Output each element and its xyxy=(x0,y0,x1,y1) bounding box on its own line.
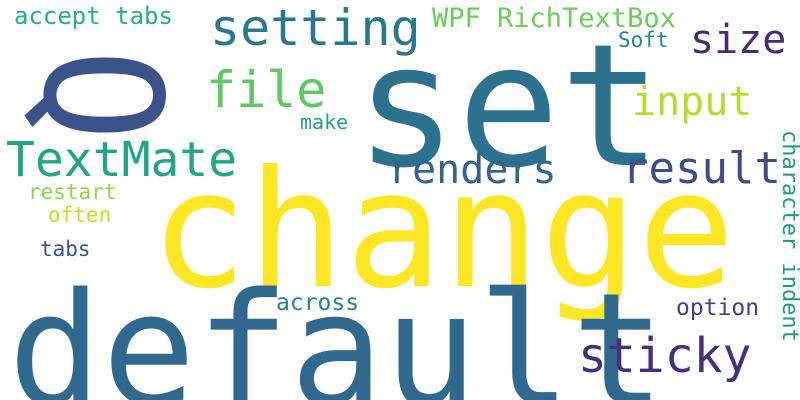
word-sticky: sticky xyxy=(578,328,752,384)
word-wpf-richtextbox: WPF RichTextBox xyxy=(432,3,676,34)
word-make: make xyxy=(300,110,349,134)
word-setting: setting xyxy=(210,0,421,57)
word-across: across xyxy=(276,290,360,316)
word-size: size xyxy=(690,17,787,63)
word-change: change xyxy=(150,137,736,325)
word-soft: Soft xyxy=(618,28,669,52)
word-input: input xyxy=(632,79,753,125)
word-set: set xyxy=(355,8,663,206)
word-character-indent: character indent xyxy=(777,130,800,342)
word-restart: restart xyxy=(28,180,117,204)
word-often: often xyxy=(48,203,112,227)
word-textmate: TextMate xyxy=(6,132,238,188)
word-result: result xyxy=(622,143,781,194)
word-option: option xyxy=(676,295,760,321)
word-accept-tabs: accept tabs xyxy=(14,2,173,30)
word-renders: renders xyxy=(388,147,557,193)
word-tabs: tabs xyxy=(40,237,91,261)
word-default: default xyxy=(8,259,666,400)
word-file: file xyxy=(206,61,327,119)
word-tab-glyph: Q xyxy=(6,48,195,142)
